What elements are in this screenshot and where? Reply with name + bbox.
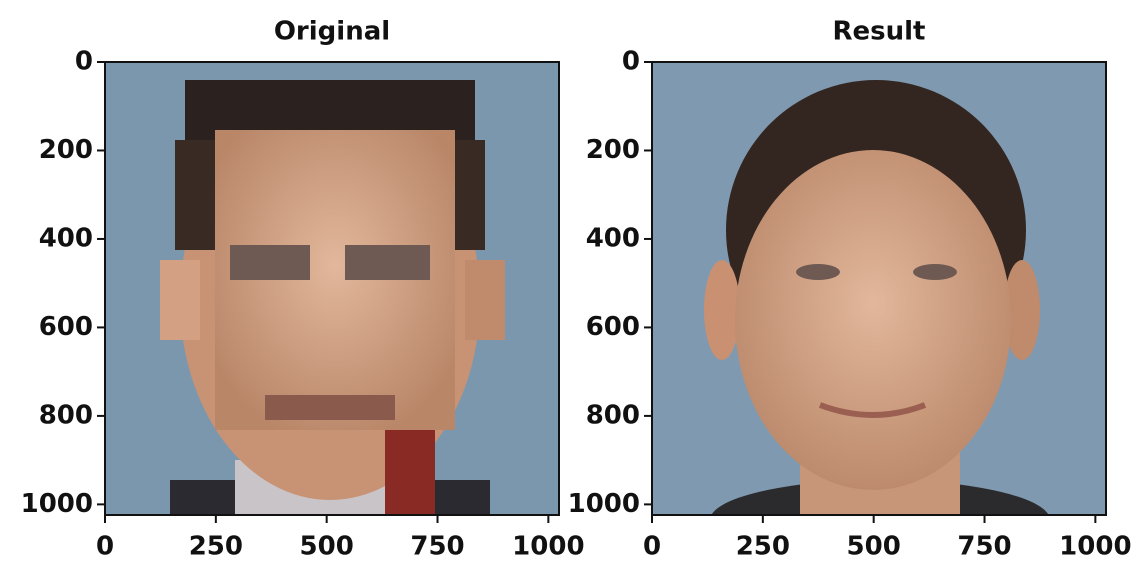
y-tick-label: 0 [622,47,640,77]
x-tick-label: 750 [957,532,1011,561]
x-tick-label: 250 [189,532,243,561]
x-tick-label: 1000 [512,532,584,561]
x-tick-label: 1000 [1059,532,1131,561]
x-tick-label: 0 [643,532,661,561]
x-tick-label: 500 [847,532,901,561]
y-tick-label: 400 [39,223,93,253]
axes-title: Result [833,17,926,47]
axes-frame [104,61,560,516]
y-tick-label: 1000 [568,489,640,519]
axes-frame [651,61,1107,516]
y-tick-label: 200 [586,135,640,165]
x-tick-label: 750 [410,532,464,561]
image-original [105,62,559,515]
image-result [652,62,1106,515]
y-tick-label: 600 [586,312,640,342]
y-tick-label: 200 [39,135,93,165]
y-tick-label: 800 [39,400,93,430]
y-tick-label: 400 [586,223,640,253]
x-tick-label: 250 [736,532,790,561]
y-tick-label: 800 [586,400,640,430]
y-tick-label: 0 [75,47,93,77]
y-tick-label: 600 [39,312,93,342]
axes-title: Original [274,17,390,47]
y-tick-label: 1000 [21,489,93,519]
x-tick-label: 0 [96,532,114,561]
x-tick-label: 500 [300,532,354,561]
